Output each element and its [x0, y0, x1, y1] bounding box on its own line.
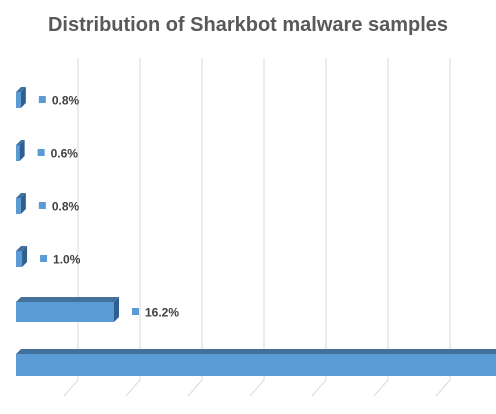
bar-front-face [16, 145, 20, 161]
gridline [187, 379, 203, 397]
data-label: 16.2% [145, 306, 179, 320]
bar-end-face [19, 140, 25, 161]
bar-top-face [16, 349, 496, 354]
bar-front-face [16, 198, 21, 214]
data-label-marker [38, 202, 46, 209]
bar-top-face [16, 140, 25, 145]
gridline [125, 379, 141, 397]
data-label-marker [37, 149, 45, 156]
data-label: 1.0% [53, 253, 81, 267]
bar-end-face [114, 297, 120, 322]
chart-title: Distribution of Sharkbot malware samples [47, 14, 449, 36]
data-label-marker [38, 96, 46, 103]
bar-top-face [16, 87, 26, 92]
data-label: 0.8% [52, 200, 80, 214]
bar-top-face [16, 246, 28, 251]
bar-end-face [20, 87, 26, 108]
bar-top-face [16, 297, 120, 302]
bar-front-face [16, 251, 23, 267]
gridline [435, 379, 451, 397]
data-labels: 0.8% 0.6% 0.8% 1.0% 16.2% [37, 94, 179, 320]
bar-front-face [16, 354, 496, 376]
data-label: 0.6% [51, 147, 79, 161]
data-label-marker [132, 308, 140, 315]
gridlines [63, 58, 451, 397]
bar [16, 140, 25, 161]
bar-end-face [22, 246, 28, 267]
bar [16, 349, 496, 376]
bar-front-face [16, 92, 21, 108]
bar-series [16, 87, 496, 376]
bar-end-face [20, 193, 26, 214]
bar [16, 193, 26, 214]
bar [16, 297, 120, 322]
gridline [63, 379, 79, 397]
data-label-marker [40, 255, 48, 262]
bar-front-face [16, 302, 115, 322]
gridline [311, 379, 327, 397]
bar [16, 246, 28, 267]
gridline [373, 379, 389, 397]
bar-top-face [16, 193, 26, 198]
data-label: 0.8% [52, 94, 80, 108]
gridline [249, 379, 265, 397]
bar [16, 87, 26, 108]
